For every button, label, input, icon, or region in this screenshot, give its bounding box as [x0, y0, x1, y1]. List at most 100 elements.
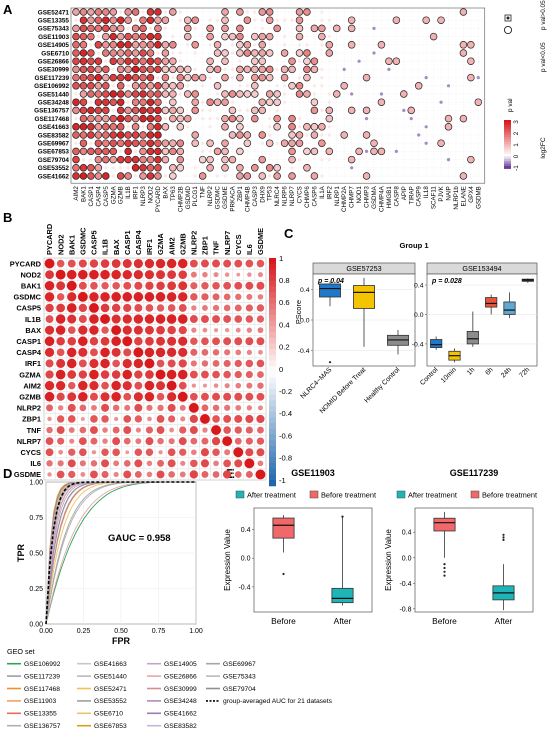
- dot: [102, 155, 110, 164]
- correlation-dot: [145, 370, 154, 379]
- dot: [258, 98, 267, 106]
- correlation-dot: [112, 281, 120, 290]
- correlation-dot: [257, 371, 264, 378]
- dot: [124, 106, 132, 115]
- dot: [116, 32, 125, 41]
- colorbar-step: [504, 124, 511, 128]
- correlation-dot: [67, 259, 76, 268]
- dot: [79, 147, 88, 156]
- correlation-dot: [177, 391, 188, 402]
- row-label: GSE136757: [34, 108, 69, 115]
- correlation-dot: [178, 326, 187, 335]
- y-tick-label: 0.0: [414, 312, 424, 319]
- dot: [238, 84, 242, 88]
- dot: [444, 123, 453, 131]
- legend-label: GSE67853: [94, 723, 127, 730]
- legend-label: GSE136757: [24, 723, 61, 730]
- panel-c-boxplots: Group 1 PScore GSE57253 0.4 0.0 -0.4 NLRC4−MAS…: [294, 241, 538, 415]
- legend-swatch: [396, 490, 406, 499]
- dot: [109, 16, 117, 24]
- dot: [139, 98, 147, 106]
- matrix-cell: [254, 468, 267, 481]
- column-gene-label: PYCARD: [45, 223, 54, 255]
- category-label: 10min: [440, 366, 458, 384]
- dot: [318, 32, 326, 41]
- correlation-dot: [200, 459, 210, 468]
- correlation-dot: [102, 427, 108, 433]
- dot: [288, 139, 296, 147]
- colorbar-step: [504, 151, 511, 155]
- dot: [251, 65, 259, 74]
- correlation-dot: [256, 304, 265, 312]
- correlation-dot: [89, 369, 99, 380]
- correlation-dot: [45, 448, 54, 457]
- column-label: PLCG1: [192, 186, 199, 207]
- row-gene-label: ZBP1: [22, 415, 41, 424]
- colorbar-step: [269, 434, 276, 441]
- correlation-dot: [167, 281, 177, 291]
- correlation-dot: [80, 472, 86, 477]
- dot: [94, 73, 103, 82]
- correlation-dot: [56, 336, 65, 346]
- dot: [265, 16, 274, 24]
- correlation-dot: [223, 293, 231, 301]
- correlation-dot: [223, 337, 232, 346]
- correlation-dot: [133, 392, 143, 402]
- dot: [146, 73, 155, 82]
- panel-a-dotplot: GSE52471 GSE13355GSE75343GSE11903GSE14905…: [34, 0, 547, 212]
- dot: [221, 49, 229, 57]
- dot: [124, 49, 132, 57]
- correlation-dot: [167, 336, 177, 346]
- correlation-dot: [189, 370, 198, 379]
- colorbar-tick: 1: [513, 143, 520, 147]
- dot: [116, 41, 125, 49]
- dot: [146, 82, 155, 90]
- column-label: CYCS: [297, 186, 304, 203]
- dot: [131, 49, 140, 57]
- correlation-dot: [89, 325, 99, 335]
- colorbar-tick: 0: [279, 365, 283, 374]
- dot: [148, 26, 153, 30]
- colorbar-step: [269, 286, 276, 293]
- correlation-dot: [47, 416, 52, 422]
- correlation-dot: [89, 381, 99, 391]
- correlation-dot: [224, 404, 231, 411]
- dot: [124, 8, 132, 16]
- colorbar-tick: 2: [513, 131, 520, 135]
- dot: [318, 24, 326, 33]
- correlation-dot: [257, 382, 264, 389]
- dot: [350, 92, 354, 96]
- dot: [154, 90, 162, 98]
- correlation-dot: [66, 280, 77, 291]
- size-legend-label-2: p val>0.05: [540, 0, 547, 30]
- correlation-dot: [133, 358, 144, 369]
- correlation-dot: [247, 272, 252, 277]
- dot: [102, 114, 110, 123]
- dot: [102, 123, 110, 131]
- size-legend-label-1: p val<0.05: [540, 42, 547, 72]
- dot: [288, 172, 296, 180]
- dot: [171, 76, 175, 80]
- correlation-dot: [200, 414, 210, 424]
- correlation-dot: [190, 437, 198, 445]
- correlation-dot: [245, 259, 254, 268]
- correlation-dot: [256, 315, 265, 323]
- y-tick-label: -0.8: [399, 606, 411, 613]
- legend-label: GSE53552: [94, 698, 127, 705]
- dot: [131, 8, 140, 16]
- column-label: GZMB: [118, 186, 125, 204]
- correlation-dot: [145, 448, 154, 456]
- dot: [87, 123, 95, 131]
- dot: [275, 84, 279, 88]
- dot: [340, 82, 348, 90]
- dot: [102, 90, 110, 98]
- correlation-dot: [156, 381, 166, 391]
- dot: [74, 92, 78, 96]
- dot: [221, 155, 229, 164]
- column-label: GSDME: [222, 186, 229, 209]
- y-tick-label: -0.4: [298, 348, 310, 355]
- correlation-dot: [224, 272, 230, 277]
- dot: [221, 114, 229, 123]
- correlation-dot: [101, 381, 109, 390]
- panel-e-boxplots: GSE11903 After treatment Before treatment 0…: [223, 468, 537, 626]
